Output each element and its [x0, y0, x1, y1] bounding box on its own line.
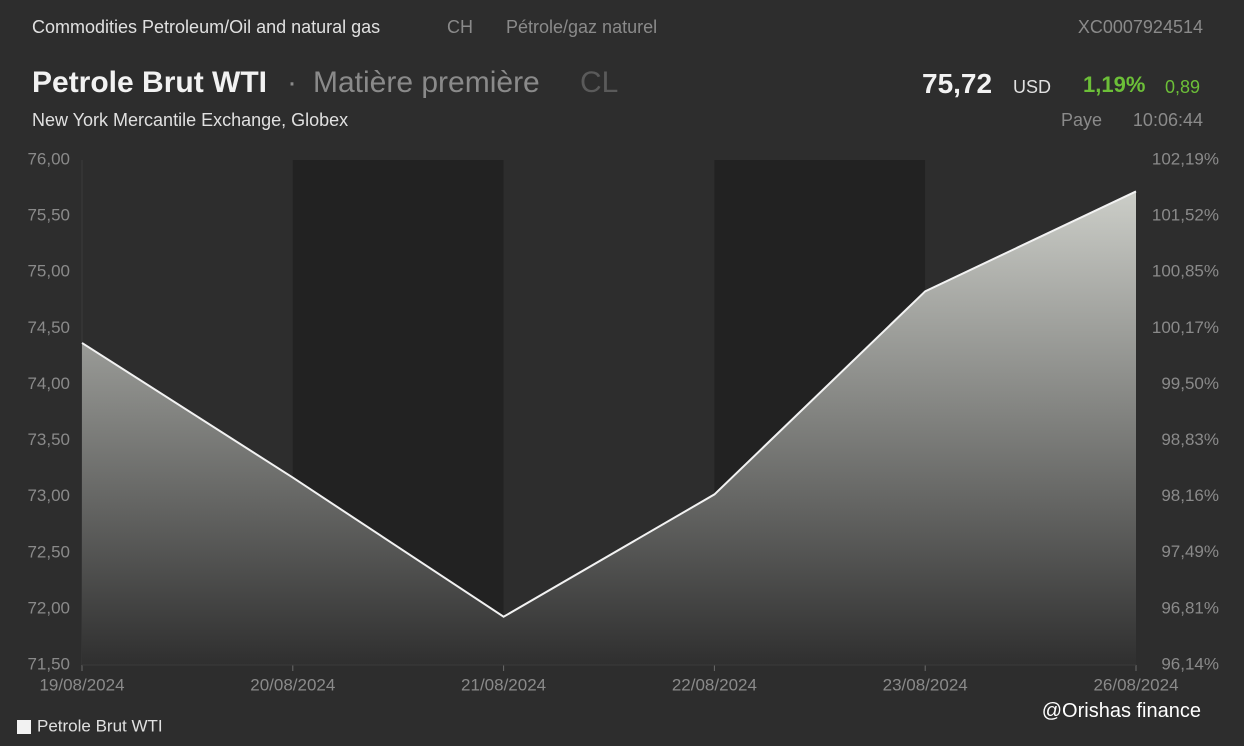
instrument-kind: Matière première [313, 66, 540, 99]
x-tick-label: 20/08/2024 [250, 675, 335, 694]
price: 75,72 [922, 68, 993, 99]
isin: XC0007924514 [1077, 17, 1203, 37]
separator: · [287, 66, 297, 99]
change-pct: 1,19% [1083, 72, 1146, 97]
y-tick-label: 72,00 [27, 598, 70, 617]
area [82, 191, 1136, 665]
y-tick-label: 72,50 [27, 542, 70, 561]
time: 10:06:44 [1132, 110, 1203, 130]
x-tick-label: 22/08/2024 [672, 675, 757, 694]
x-tick-label: 21/08/2024 [461, 675, 546, 694]
legend-label: Petrole Brut WTI [37, 716, 163, 735]
x-tick-label: 26/08/2024 [1093, 675, 1178, 694]
y2-tick-label: 100,17% [1152, 318, 1219, 337]
y2-tick-label: 97,49% [1161, 542, 1219, 561]
y2-tick-label: 101,52% [1152, 205, 1219, 224]
status: Paye [1061, 110, 1103, 130]
y-tick-label: 74,50 [27, 318, 70, 337]
y-tick-label: 73,00 [27, 486, 70, 505]
breadcrumb: Commodities Petroleum/Oil and natural ga… [32, 17, 381, 37]
y-tick-label: 75,00 [27, 262, 70, 281]
change: 0,89 [1165, 77, 1201, 97]
y2-tick-label: 98,16% [1161, 486, 1219, 505]
category: Pétrole/gaz naturel [506, 17, 658, 37]
x-tick-label: 19/08/2024 [39, 675, 124, 694]
legend-swatch [17, 720, 31, 734]
instrument-name: Petrole Brut WTI [32, 66, 268, 99]
y2-tick-label: 98,83% [1161, 430, 1219, 449]
line [81, 190, 1137, 618]
currency: USD [1013, 77, 1052, 97]
y2-tick-label: 102,19% [1152, 149, 1219, 168]
code: CH [447, 17, 473, 37]
y2-tick-label: 96,81% [1161, 599, 1219, 618]
watermark: @Orishas finance [1041, 700, 1201, 722]
y-tick-label: 75,50 [27, 206, 70, 225]
y2-tick-label: 100,85% [1152, 261, 1219, 280]
y2-tick-label: 96,14% [1161, 654, 1219, 673]
y2-tick-label: 99,50% [1161, 374, 1219, 393]
exchange: New York Mercantile Exchange, Globex [32, 110, 349, 130]
y-tick-label: 73,50 [27, 430, 70, 449]
y-tick-label: 74,00 [27, 374, 70, 393]
y-tick-label: 71,50 [27, 654, 70, 673]
symbol: CL [580, 66, 619, 99]
x-tick-label: 23/08/2024 [883, 675, 968, 694]
y-tick-label: 76,00 [27, 149, 70, 168]
